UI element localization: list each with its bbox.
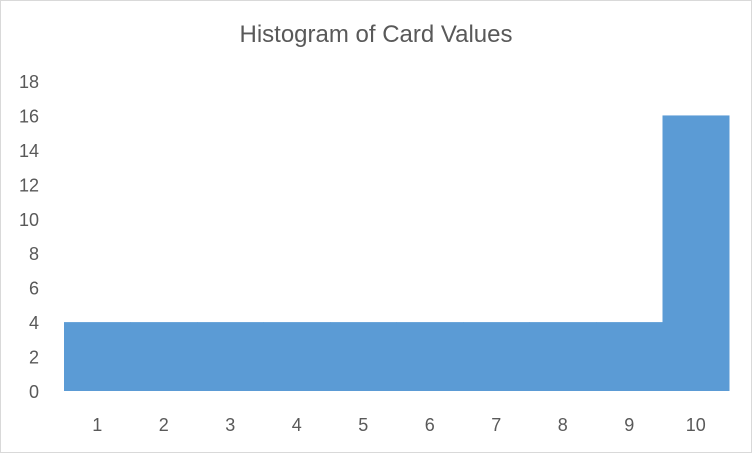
bar-1 [64,322,131,391]
x-tick-label: 7 [491,415,501,435]
y-tick-label: 10 [19,210,39,230]
bar-5 [330,322,397,391]
y-axis-tick-labels: 0 2 4 6 8 10 12 14 16 18 [19,72,39,402]
bar-2 [130,322,198,391]
x-tick-label: 5 [358,415,368,435]
chart-title: Histogram of Card Values [239,21,513,48]
y-tick-label: 4 [29,313,39,333]
bar-10 [662,115,730,391]
y-tick-label: 18 [19,72,39,92]
x-tick-label: 9 [624,415,634,435]
bar-7 [463,322,530,391]
x-tick-label: 4 [292,415,302,435]
x-tick-label: 10 [686,415,706,435]
bar-3 [197,322,264,391]
x-tick-label: 3 [225,415,235,435]
x-axis-tick-labels: 1 2 3 4 5 6 7 8 9 10 [92,415,706,435]
bar-6 [396,322,464,391]
x-tick-label: 6 [425,415,435,435]
y-tick-label: 6 [29,279,39,299]
x-tick-label: 1 [92,415,102,435]
x-tick-label: 2 [159,415,169,435]
y-tick-label: 12 [19,175,39,195]
y-tick-label: 8 [29,244,39,264]
y-tick-label: 14 [19,141,39,161]
bar-9 [596,322,663,391]
bar-8 [529,322,597,391]
x-tick-label: 8 [558,415,568,435]
y-tick-label: 0 [29,382,39,402]
y-tick-label: 16 [19,106,39,126]
y-tick-label: 2 [29,348,39,368]
bar-4 [263,322,331,391]
bars-layer [64,115,730,391]
